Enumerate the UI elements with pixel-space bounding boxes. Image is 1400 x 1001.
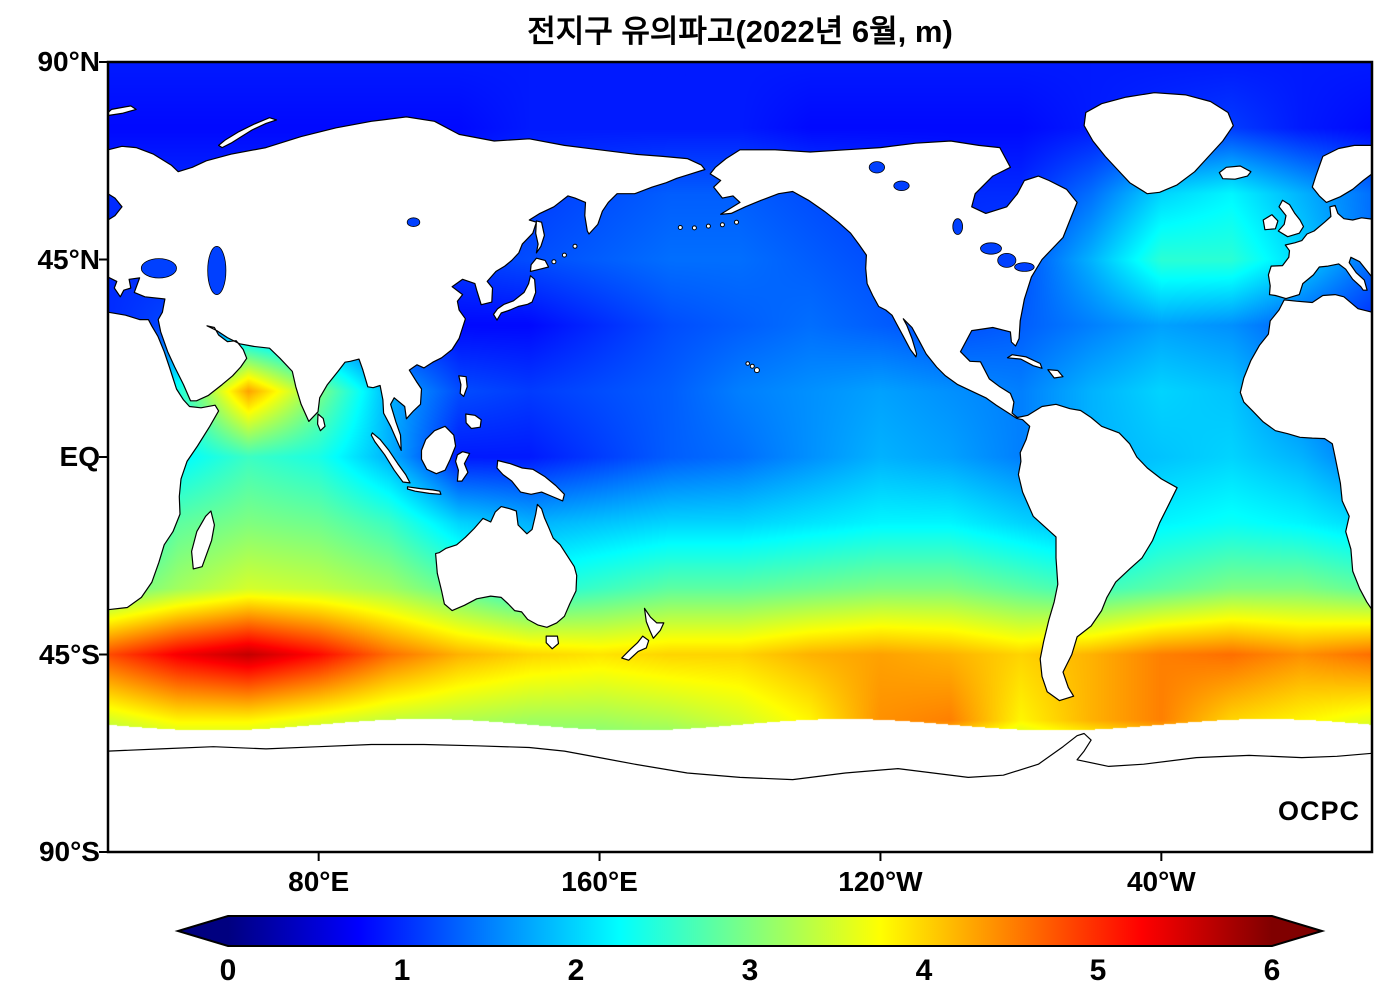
lake-7 <box>952 218 963 235</box>
colorbar-tick-label: 5 <box>1089 954 1107 987</box>
land-honshu <box>492 275 537 321</box>
island-dot-8 <box>753 367 760 374</box>
x-axis-label: 120°W <box>838 866 923 897</box>
island-dot-3 <box>719 222 725 228</box>
lake-3 <box>997 252 1017 268</box>
plot-border <box>106 60 1374 854</box>
island-dot-2 <box>705 223 711 229</box>
island-dot-1 <box>691 225 697 231</box>
land-scandinaviaWest <box>1311 144 1373 203</box>
lake-0 <box>140 258 177 279</box>
land-africaWest <box>1239 294 1373 611</box>
y-axis-label: 45°S <box>38 638 100 670</box>
land-iceland <box>1218 165 1252 180</box>
lake-2 <box>980 242 1002 255</box>
x-axis-label: 80°E <box>288 866 350 897</box>
x-axis-label: 160°E <box>561 866 638 897</box>
lake-4 <box>1014 262 1035 272</box>
island-dot-10 <box>745 361 751 366</box>
land-africaEast <box>107 311 220 611</box>
colorbar-tick-label: 0 <box>219 954 237 987</box>
x-axis-label: 40°W <box>1126 866 1196 897</box>
land-java <box>406 486 442 495</box>
land-antarctica <box>107 732 1373 853</box>
land-madagascar <box>191 510 215 570</box>
y-axis-label: 45°N <box>37 243 100 275</box>
land-borneo <box>420 425 457 475</box>
y-axis-label: 90°S <box>38 836 100 867</box>
island-dot-4 <box>734 219 739 225</box>
land-cuba <box>1006 354 1043 369</box>
land-australia <box>435 503 578 628</box>
land-uk <box>1277 199 1305 238</box>
lake-5 <box>868 161 886 174</box>
land-nzSouth <box>621 635 650 661</box>
colorbar-tick-label: 1 <box>393 954 411 987</box>
land-newGuinea <box>496 459 565 502</box>
colorbar-gradient <box>228 916 1272 946</box>
land-ireland <box>1262 214 1279 231</box>
y-axis-label: 90°N <box>37 46 100 77</box>
colorbar-tick-label: 3 <box>741 954 759 987</box>
land-americas <box>709 140 1178 702</box>
lake-6 <box>893 180 910 192</box>
land-svalbard <box>107 105 137 117</box>
lake-1 <box>207 245 227 295</box>
y-axis-label: EQ <box>59 441 100 472</box>
land-sriLanka <box>317 413 326 432</box>
land-sulawesi <box>455 451 471 482</box>
ocpc-logo: OCPC <box>1277 796 1360 826</box>
island-dot-7 <box>572 243 578 249</box>
land-greenland <box>1083 92 1234 195</box>
land-nzNorth <box>643 607 665 639</box>
land-hokkaido <box>529 257 550 272</box>
land-mindanao <box>465 413 482 430</box>
island-dot-0 <box>677 225 683 230</box>
colorbar-tick-label: 6 <box>1263 954 1281 987</box>
colorbar-outline <box>174 915 1326 947</box>
island-dot-9 <box>749 363 755 369</box>
land-luzon <box>458 375 468 397</box>
land-tasmania <box>545 635 560 650</box>
colorbar-right-arrow <box>1272 916 1322 946</box>
chart-title: 전지구 유의파고(2022년 6월, m) <box>527 14 953 49</box>
land-eurasia <box>107 116 706 451</box>
lake-8 <box>406 217 421 228</box>
island-dot-6 <box>561 252 567 258</box>
island-dot-5 <box>551 259 557 265</box>
land-novayaZemlya <box>218 117 278 149</box>
land-sakhalin <box>535 220 545 254</box>
colorbar-tick-label: 4 <box>915 954 933 987</box>
colorbar-tick-label: 2 <box>567 954 585 987</box>
land-sumatra <box>370 432 411 484</box>
land-europeWest <box>1267 204 1373 300</box>
colorbar-left-arrow <box>178 916 228 946</box>
land-hispaniola <box>1047 369 1064 379</box>
